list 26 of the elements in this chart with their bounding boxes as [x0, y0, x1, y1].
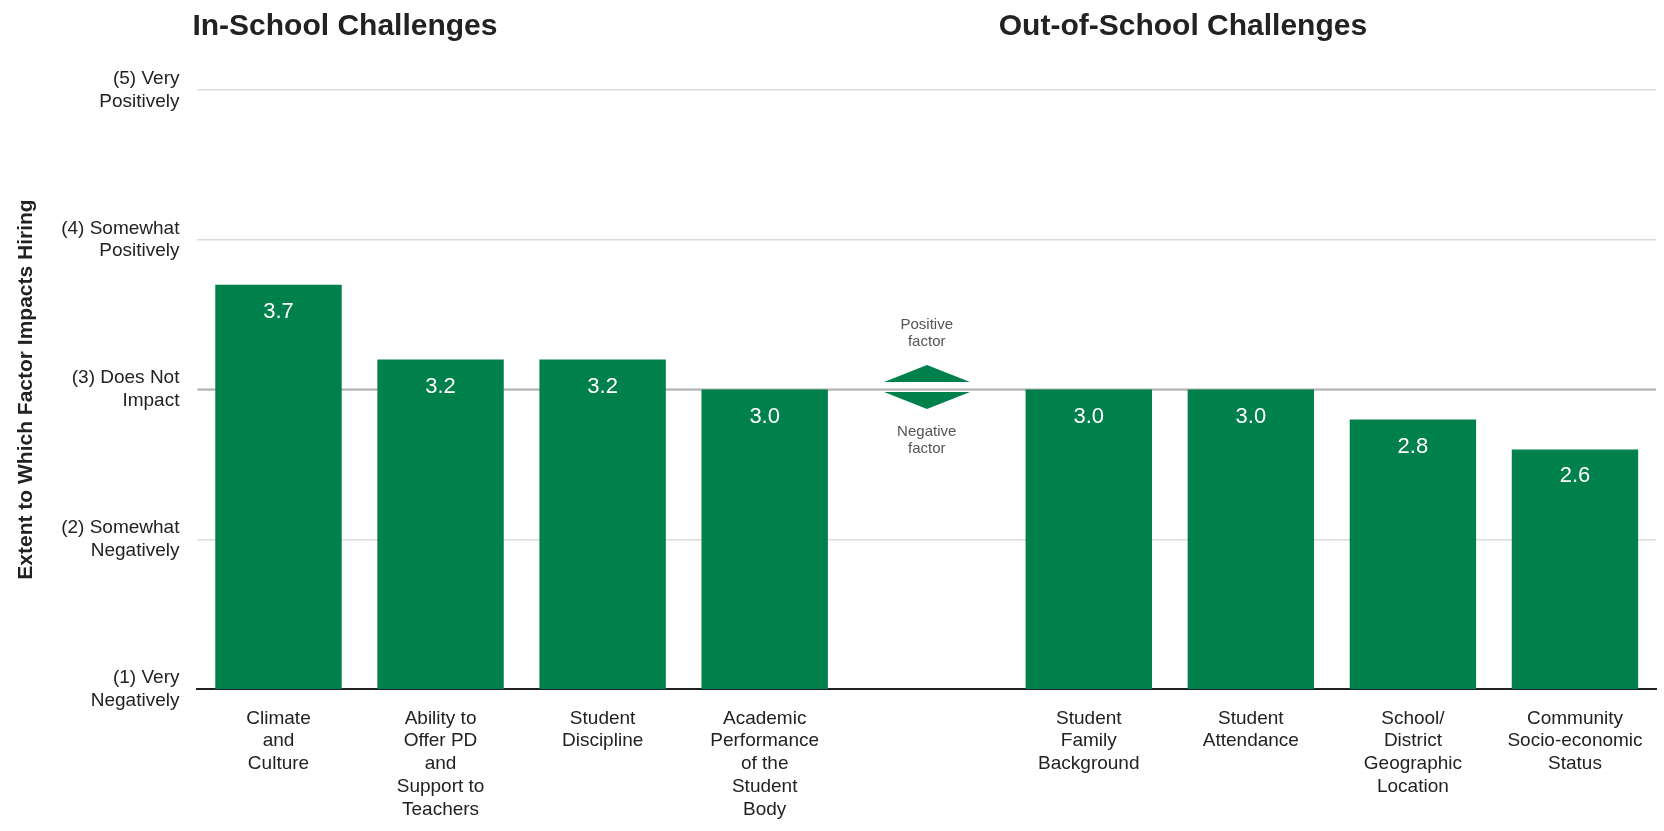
x-tick-label: Academic Performance of the Student Body: [710, 706, 820, 819]
y-tick-label: (2) Somewhat Negatively: [61, 516, 181, 560]
y-tick-label: (1) Very Negatively: [90, 665, 180, 710]
data-label: 3.2: [425, 372, 456, 398]
x-tick-label: Climate and Culture: [246, 706, 311, 774]
text: In-School Challenges: [192, 8, 498, 42]
y-tick-label: (3) Does Not Impact: [71, 366, 181, 411]
annotation: Negative factor: [897, 421, 957, 456]
y-tick-label: (5) Very Positively: [99, 66, 180, 111]
x-tick-label: Student Family Background: [1038, 706, 1140, 774]
y-tick-label: (4) Somewhat Positively: [61, 216, 181, 261]
y-axis-title: Extent to Which Factor Impacts Hiring: [13, 199, 37, 580]
data-label: 2.8: [1397, 432, 1429, 458]
x-tick-label: Ability to Offer PD and Support to Teachers: [396, 706, 485, 819]
x-tick-label: Community Socio-economic Status: [1507, 706, 1643, 774]
data-label: 2.6: [1559, 462, 1591, 488]
data-label: 3.0: [749, 402, 780, 428]
data-label: 3.0: [1073, 402, 1105, 428]
data-label: 3.7: [263, 297, 294, 323]
annotation: Positive factor: [900, 314, 953, 349]
x-tick-label: Student Discipline: [561, 706, 644, 751]
x-tick-label: School/ District Geographic Location: [1363, 706, 1463, 797]
data-label: 3.0: [1235, 402, 1267, 428]
data-label: 3.2: [587, 372, 618, 398]
x-tick-label: Student Attendance: [1202, 706, 1299, 751]
text: Out-of-School Challenges: [998, 8, 1368, 42]
